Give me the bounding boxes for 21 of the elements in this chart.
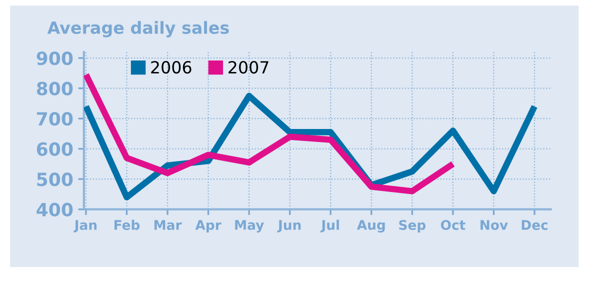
legend-label: 2006 (151, 60, 192, 74)
x-tick-label: Sep (399, 220, 426, 233)
x-tick-label: May (235, 220, 264, 233)
y-tick-label: 600 (36, 142, 73, 156)
x-tick-label: Dec (522, 220, 548, 230)
x-tick-label: Mar (154, 220, 182, 230)
x-tick-label: Apr (195, 220, 222, 233)
y-tick-label: 500 (37, 172, 73, 186)
x-tick-label: Oct (440, 220, 466, 230)
y-tick-label: 400 (36, 202, 73, 216)
chart-title: Average daily sales (47, 21, 229, 38)
x-tick-label: Jul (320, 220, 339, 232)
y-tick-label: 800 (36, 82, 73, 96)
x-tick-label: Jun (277, 220, 301, 232)
x-tick-label: Jan (74, 220, 97, 232)
x-tick-label: Nov (480, 220, 508, 230)
x-tick-label: Feb (114, 220, 140, 230)
x-tick-label: Aug (356, 220, 385, 233)
legend-label: 2007 (228, 60, 268, 74)
y-tick-label: 900 (36, 51, 73, 66)
y-tick-label: 700 (37, 112, 73, 126)
